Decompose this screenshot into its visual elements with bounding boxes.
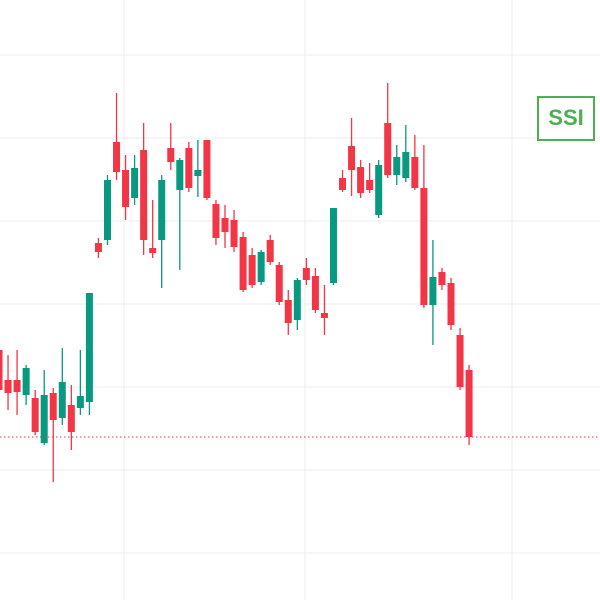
candle-body [456,335,464,387]
candle-body [67,405,75,432]
candle-body [158,180,166,240]
candle-body [221,218,229,232]
candle-body [248,255,256,285]
candle-body [4,380,12,393]
candle-body [103,180,111,240]
candle-body [339,178,347,190]
candle-body [76,396,84,408]
candle-body [420,188,428,305]
candle-body [366,180,374,190]
candle-body [149,248,157,253]
candle-body [203,140,211,198]
candle-body [194,170,202,176]
candle-body [185,148,193,188]
candles [0,83,473,482]
candle-body [375,165,383,215]
candle-body [49,393,57,420]
candle-body [113,142,121,172]
candle-body [320,313,328,318]
candle-body [438,272,446,285]
candle-body [302,268,310,280]
candle-body [393,157,401,175]
candle-body [0,350,3,390]
candle-body [212,204,220,238]
candle-body [348,146,356,170]
candle-body [85,293,93,402]
candle-body [31,398,39,432]
candle-body [167,148,175,162]
candle-body [429,277,437,305]
candle-body [384,123,392,175]
candle-body [293,280,301,320]
candle-body [140,150,148,240]
candle-body [257,252,265,282]
candle-body [275,265,283,302]
candle-body [357,167,365,193]
candle-body [284,300,292,323]
candle-body [411,157,419,188]
candle-body [40,395,48,443]
candle-body [13,380,21,392]
candle-body [402,152,410,178]
candle-body [131,168,139,198]
time-grid [123,0,513,600]
candle-body [230,220,238,247]
symbol-badge [537,96,595,141]
candle-body [311,276,319,310]
candle-body [329,208,337,283]
candle-body [176,160,184,190]
candle-body [122,170,130,207]
price-grid [0,54,600,554]
candle-body [266,240,274,262]
candle-body [447,283,455,325]
candle-body [239,237,247,290]
symbol-label: SSI [548,105,583,130]
candle-body [22,368,30,395]
candle-body [58,382,66,418]
candle-body [465,370,473,437]
candle-body [94,243,102,252]
